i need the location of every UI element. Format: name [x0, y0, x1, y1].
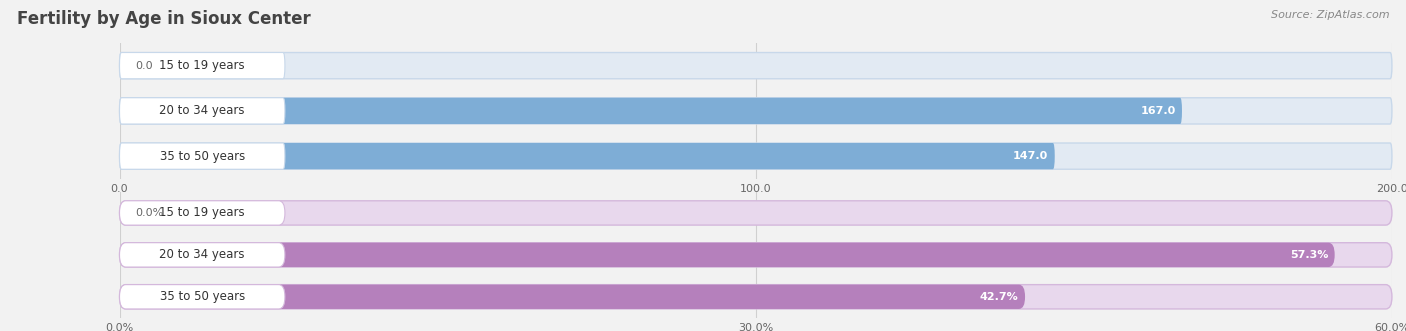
Text: 20 to 34 years: 20 to 34 years [159, 248, 245, 261]
FancyBboxPatch shape [120, 285, 1392, 309]
Text: 35 to 50 years: 35 to 50 years [160, 290, 245, 303]
Text: 0.0%: 0.0% [135, 208, 163, 218]
FancyBboxPatch shape [120, 201, 285, 225]
FancyBboxPatch shape [120, 98, 1182, 124]
FancyBboxPatch shape [120, 98, 1392, 124]
Text: Source: ZipAtlas.com: Source: ZipAtlas.com [1271, 10, 1389, 20]
Text: 167.0: 167.0 [1140, 106, 1175, 116]
Text: 147.0: 147.0 [1014, 151, 1049, 161]
FancyBboxPatch shape [120, 143, 285, 169]
Text: 15 to 19 years: 15 to 19 years [159, 207, 245, 219]
FancyBboxPatch shape [120, 53, 1392, 79]
Text: 35 to 50 years: 35 to 50 years [160, 150, 245, 163]
Text: 57.3%: 57.3% [1289, 250, 1329, 260]
FancyBboxPatch shape [120, 243, 1334, 267]
Text: 42.7%: 42.7% [980, 292, 1019, 302]
FancyBboxPatch shape [120, 98, 285, 124]
Text: 20 to 34 years: 20 to 34 years [159, 104, 245, 118]
FancyBboxPatch shape [120, 201, 1392, 225]
FancyBboxPatch shape [120, 143, 1392, 169]
FancyBboxPatch shape [120, 53, 285, 79]
Text: Fertility by Age in Sioux Center: Fertility by Age in Sioux Center [17, 10, 311, 28]
FancyBboxPatch shape [120, 285, 1025, 309]
FancyBboxPatch shape [120, 143, 1054, 169]
FancyBboxPatch shape [120, 243, 1392, 267]
FancyBboxPatch shape [120, 243, 285, 267]
FancyBboxPatch shape [120, 285, 285, 309]
Text: 0.0: 0.0 [135, 61, 152, 71]
Text: 15 to 19 years: 15 to 19 years [159, 59, 245, 72]
